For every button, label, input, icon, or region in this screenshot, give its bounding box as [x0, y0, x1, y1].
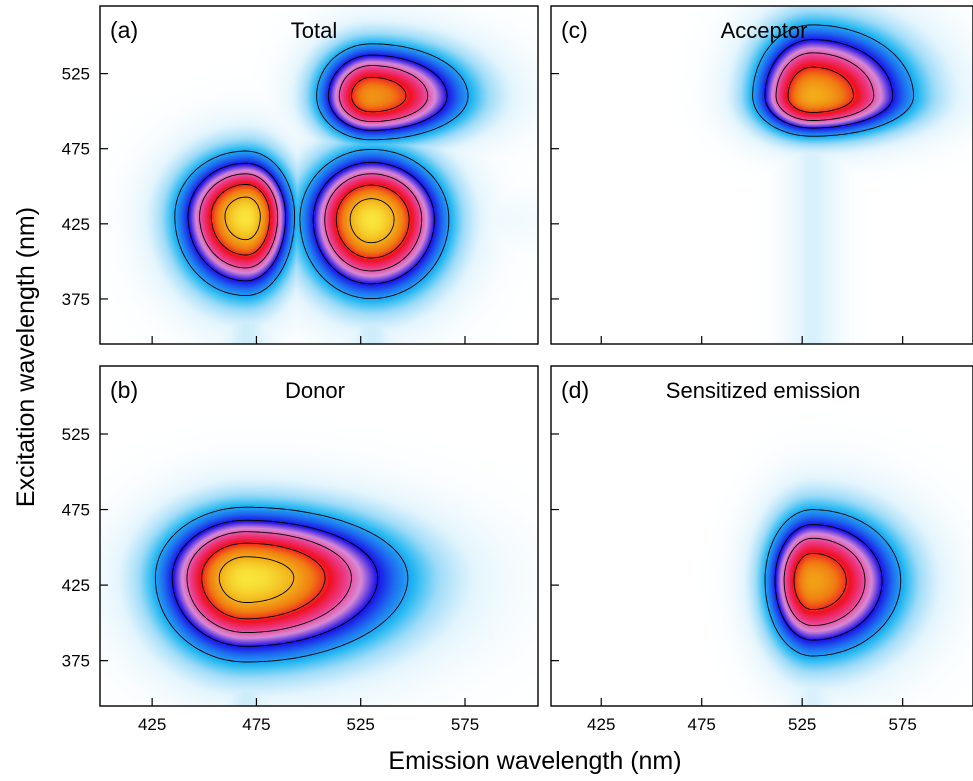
contour-b-3 — [186, 531, 352, 633]
heatmap-b — [100, 366, 538, 706]
contour-c-1 — [752, 24, 914, 137]
x-tick-label-d-425: 425 — [587, 715, 615, 734]
x-tick-label-d-475: 475 — [688, 715, 716, 734]
frame-b — [99, 365, 539, 707]
contour-b-5 — [218, 556, 295, 603]
contour-a-5 — [224, 196, 395, 244]
contour-d-2 — [774, 524, 883, 641]
panel-d: 425 475 525 575 (d) Sensitized emission — [550, 365, 973, 734]
contour-c-4 — [787, 66, 854, 113]
frame-a — [99, 5, 539, 345]
panel-c: (c) Acceptor — [550, 5, 973, 345]
y-tick-label-a-475: 475 — [62, 140, 90, 159]
panel-title-c: Acceptor — [721, 18, 808, 43]
contour-d-3 — [783, 537, 866, 626]
x-tick-label-d-525: 525 — [788, 715, 816, 734]
panel-title-a: Total — [291, 18, 337, 43]
panel-label-d: (d) — [561, 377, 589, 403]
y-tick-label-a-525: 525 — [62, 65, 90, 84]
panel-title-d: Sensitized emission — [666, 378, 860, 403]
contour-a-4 — [210, 76, 410, 259]
heatmap-d — [551, 366, 973, 706]
panel-title-b: Donor — [285, 378, 345, 403]
x-tick-label-b-525: 525 — [347, 715, 375, 734]
y-tick-label-b-375: 375 — [62, 652, 90, 671]
contour-d-4 — [793, 552, 847, 611]
contour-b-1 — [154, 506, 409, 663]
contour-b-2 — [171, 519, 379, 647]
frame-d — [550, 365, 973, 707]
contour-a-3 — [199, 65, 429, 272]
contour-a-2 — [187, 54, 448, 285]
panel-label-b: (b) — [110, 377, 138, 403]
panel-label-c: (c) — [561, 17, 588, 43]
x-tick-label-d-575: 575 — [888, 715, 916, 734]
contour-b-4 — [201, 542, 326, 620]
heatmap-a — [100, 6, 538, 344]
y-tick-label-a-375: 375 — [62, 290, 90, 309]
x-tick-label-b-425: 425 — [138, 715, 166, 734]
contour-d-1 — [764, 509, 902, 657]
y-axis-label: Excitation wavelength (nm) — [12, 207, 40, 507]
contour-a-1 — [174, 43, 469, 300]
frame-c — [550, 5, 973, 345]
y-tick-label-b-525: 525 — [62, 425, 90, 444]
panel-b: 375 425 475 525 425 475 525 575 (b) Donor — [62, 365, 539, 734]
panel-a: 375 425 475 525 (a) Total — [62, 5, 539, 345]
y-tick-label-a-425: 425 — [62, 215, 90, 234]
x-tick-label-b-475: 475 — [242, 715, 270, 734]
panel-label-a: (a) — [110, 17, 138, 43]
contour-c-3 — [775, 52, 875, 121]
y-tick-label-b-475: 475 — [62, 501, 90, 520]
x-axis-label: Emission wavelength (nm) — [388, 747, 681, 775]
heatmap-c — [551, 6, 973, 344]
contour-c-2 — [764, 39, 894, 129]
y-tick-label-b-425: 425 — [62, 576, 90, 595]
x-tick-label-b-575: 575 — [451, 715, 479, 734]
